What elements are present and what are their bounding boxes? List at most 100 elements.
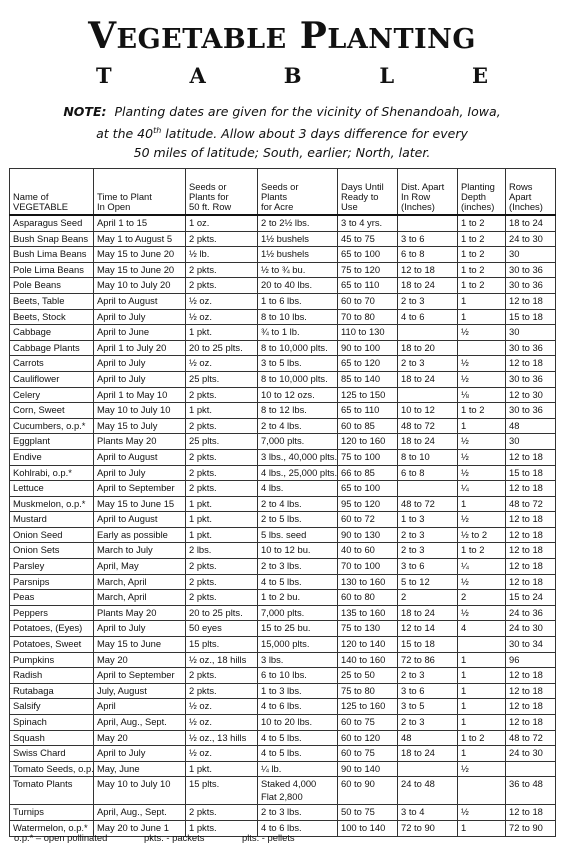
table-cell: ½ [457, 324, 506, 341]
page-title: VEGETABLE PLANTING [88, 15, 476, 57]
table-row: Parsnips March, April 2 pkts. 4 to 5 lbs. 13… [9, 573, 556, 591]
table-cell: 1 to 2 [457, 230, 506, 248]
table-row: Tomato Seeds, o.p.* May, June 1 pkt. ¼ lb. 9… [9, 760, 556, 778]
table-cell: Plants May 20 [93, 604, 186, 622]
table-row: Corn, Sweet May 10 to July 10 1 pkt. 8 to 1… [9, 402, 556, 419]
table-cell: ¼ [457, 558, 506, 575]
table-cell: May 10 to July 20 [93, 277, 186, 294]
table-cell: Onion Seed [9, 526, 94, 544]
table-cell: 2 to 3 [397, 542, 458, 560]
table-cell: 2 pkts. [185, 667, 258, 684]
table-cell: April to July [93, 620, 186, 638]
table-cell: 20 to 25 plts. [185, 604, 258, 622]
table-cell: 12 to 18 [397, 261, 458, 279]
column-header: Days Until Ready to Use [337, 168, 398, 216]
table-cell: 12 to 18 [505, 526, 556, 544]
column-header: Name of VEGETABLE [9, 168, 94, 216]
table-cell: April to July [93, 464, 186, 482]
table-cell: 4 lbs., 25,000 plts. [257, 464, 338, 482]
table-cell: 60 to 120 [337, 729, 398, 747]
table-cell: 120 to 140 [337, 636, 398, 653]
table-cell: 1 pkt. [185, 511, 258, 528]
table-cell: 10 to 12 bu. [257, 542, 338, 560]
table-cell: 12 to 18 [505, 714, 556, 731]
table-row: Cabbage April to June 1 pkt. ¾ to 1 lb. 110 … [9, 324, 556, 341]
table-cell: Cabbage Plants [9, 339, 94, 357]
table-row: Carrots April to July ½ oz. 3 to 5 lbs. 65 t… [9, 355, 556, 372]
table-row: Cucumbers, o.p.* May 15 to July 2 pkts. 2 t… [9, 417, 556, 435]
table-cell: Pole Lima Beans [9, 261, 94, 279]
table-row: Asparagus Seed April 1 to 15 1 oz. 2 to 2½ … [9, 214, 556, 232]
table-cell: ½ lb. [185, 246, 258, 263]
table-cell: 15 to 25 bu. [257, 620, 338, 638]
table-cell: May 20 [93, 729, 186, 747]
table-cell: 15,000 plts. [257, 636, 338, 653]
table-cell: 66 to 85 [337, 464, 398, 482]
table-cell: 4 lbs. [257, 480, 338, 497]
table-cell: 120 to 160 [337, 433, 398, 450]
table-cell: 2 pkts. [185, 682, 258, 700]
table-cell: 100 to 140 [337, 819, 398, 837]
table-row: Lettuce April to September 2 pkts. 4 lbs. 65… [9, 480, 556, 497]
table-cell: Parsnips [9, 573, 94, 591]
table-cell: 4 to 6 lbs. [257, 698, 338, 715]
table-cell: Beets, Stock [9, 308, 94, 326]
table-cell: 18 to 24 [397, 433, 458, 450]
table-cell: 24 to 30 [505, 230, 556, 248]
table-row: Kohlrabi, o.p.* April to July 2 pkts. 4 lbs… [9, 464, 556, 482]
table-cell: 75 to 120 [337, 261, 398, 279]
table-cell: 2 pkts. [185, 448, 258, 466]
column-header: Planting Depth (inches) [457, 168, 506, 216]
table-row: Pole Beans May 10 to July 20 2 pkts. 20 to … [9, 277, 556, 294]
table-cell: May 15 to June 20 [93, 261, 186, 279]
table-cell: 30 to 34 [505, 636, 556, 653]
table-cell: 2 pkts. [185, 230, 258, 248]
table-cell: 24 to 48 [397, 776, 458, 806]
table-cell: Celery [9, 386, 94, 404]
table-cell: ½ oz. [185, 745, 258, 762]
column-header: Dist. Apart In Row (Inches) [397, 168, 458, 216]
table-cell [397, 480, 458, 497]
table-cell: 3 to 6 [397, 558, 458, 575]
table-cell [397, 386, 458, 404]
table-cell: 2 pkts. [185, 558, 258, 575]
table-cell: 1 to 2 [457, 277, 506, 294]
table-cell: 5 lbs. seed [257, 526, 338, 544]
table-row: Parsley April, May 2 pkts. 2 to 3 lbs. 70 to… [9, 558, 556, 575]
table-cell: 48 to 72 [505, 495, 556, 513]
table-cell: ½ [457, 464, 506, 482]
table-cell: 95 to 120 [337, 495, 398, 513]
table-cell: 18 to 24 [505, 214, 556, 232]
table-cell: 1 pkts. [185, 819, 258, 837]
table-cell: ⅛ [457, 386, 506, 404]
table-cell: ½ [457, 760, 506, 778]
table-cell: 24 to 36 [505, 604, 556, 622]
table-cell: 12 to 18 [505, 698, 556, 715]
table-cell: 1 to 2 [457, 402, 506, 419]
table-cell: 30 [505, 433, 556, 450]
table-row: Rutabaga July, August 2 pkts. 1 to 3 lbs. 75… [9, 682, 556, 700]
table-cell: 8 to 10 [397, 448, 458, 466]
table-cell: 2 to 3 [397, 526, 458, 544]
table-cell: 75 to 80 [337, 682, 398, 700]
table-cell: ½ [457, 370, 506, 388]
table-cell: March to July [93, 542, 186, 560]
table-row: Mustard April to August 1 pkt. 2 to 5 lbs. 6… [9, 511, 556, 528]
table-row: Endive April to August 2 pkts. 3 lbs., 40,0… [9, 448, 556, 466]
table-cell: 48 to 72 [505, 729, 556, 747]
table-cell: 125 to 160 [337, 698, 398, 715]
table-cell: 2 [457, 589, 506, 606]
table-cell: 1 [457, 698, 506, 715]
table-cell: 8 to 10 lbs. [257, 308, 338, 326]
table-cell: 75 to 130 [337, 620, 398, 638]
table-cell: 12 to 18 [505, 558, 556, 575]
table-cell: Peas [9, 589, 94, 606]
table-cell: 10 to 12 ozs. [257, 386, 338, 404]
table-cell: 4 to 5 lbs. [257, 573, 338, 591]
table-cell: 135 to 160 [337, 604, 398, 622]
table-cell: 25 plts. [185, 370, 258, 388]
table-cell: April to August [93, 448, 186, 466]
table-cell: 90 to 130 [337, 526, 398, 544]
table-cell: April [93, 698, 186, 715]
table-cell: Plants May 20 [93, 433, 186, 450]
